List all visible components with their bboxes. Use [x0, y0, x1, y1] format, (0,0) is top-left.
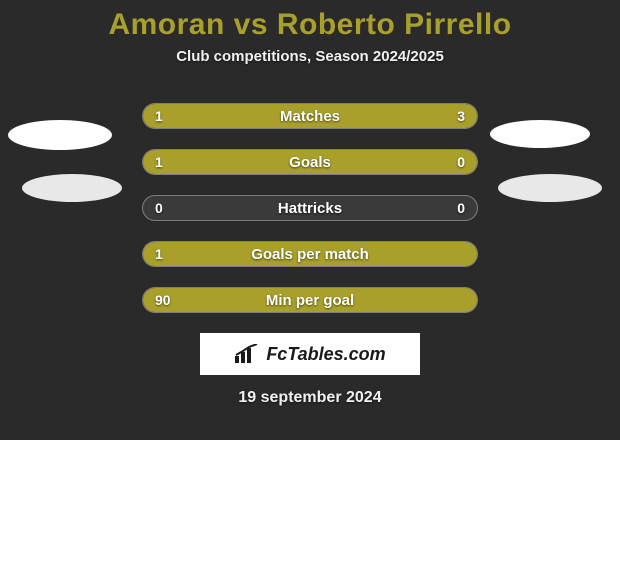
subtitle: Club competitions, Season 2024/2025 [0, 48, 620, 65]
date-label: 19 september 2024 [0, 389, 620, 407]
player-shape-left-1 [8, 120, 112, 150]
stat-label: Goals [143, 150, 477, 174]
chart-icon [234, 344, 260, 364]
brand-text: FcTables.com [266, 344, 385, 365]
brand-badge: FcTables.com [200, 333, 420, 375]
comparison-card: Amoran vs Roberto Pirrello Club competit… [0, 0, 620, 440]
stat-row: 1Goals per match [142, 241, 478, 267]
page-title: Amoran vs Roberto Pirrello [0, 8, 620, 42]
stat-label: Min per goal [143, 288, 477, 312]
stat-row: 10Goals [142, 149, 478, 175]
player-shape-left-2 [22, 174, 122, 202]
stat-row: 13Matches [142, 103, 478, 129]
player-shape-right-2 [498, 174, 602, 202]
stat-label: Goals per match [143, 242, 477, 266]
stat-row: 00Hattricks [142, 195, 478, 221]
stat-bars: 13Matches 10Goals 00Hattricks 1Goals per ma… [142, 103, 478, 313]
stat-label: Matches [143, 104, 477, 128]
stat-row: 90Min per goal [142, 287, 478, 313]
stat-label: Hattricks [143, 196, 477, 220]
player-shape-right-1 [490, 120, 590, 148]
